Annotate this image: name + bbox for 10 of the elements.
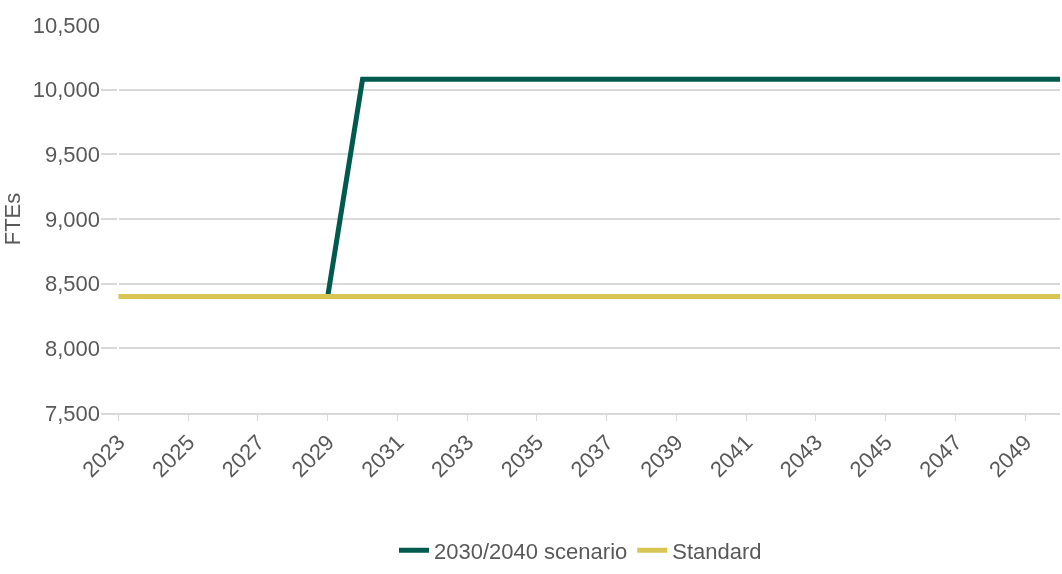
- y-tick-label: 7,500: [44, 400, 100, 426]
- y-tick-label: 8,500: [44, 271, 100, 297]
- y-tick-label: 8,000: [44, 336, 100, 362]
- y-tick-label: 10,000: [32, 77, 100, 103]
- legend-label: Standard: [672, 538, 762, 564]
- y-tick-label: 9,000: [44, 206, 100, 232]
- y-axis-title: FTEs: [0, 192, 25, 246]
- y-tick-label: 10,500: [32, 12, 100, 38]
- legend-label: 2030/2040 scenario: [434, 538, 628, 564]
- y-tick-label: 9,500: [44, 142, 100, 168]
